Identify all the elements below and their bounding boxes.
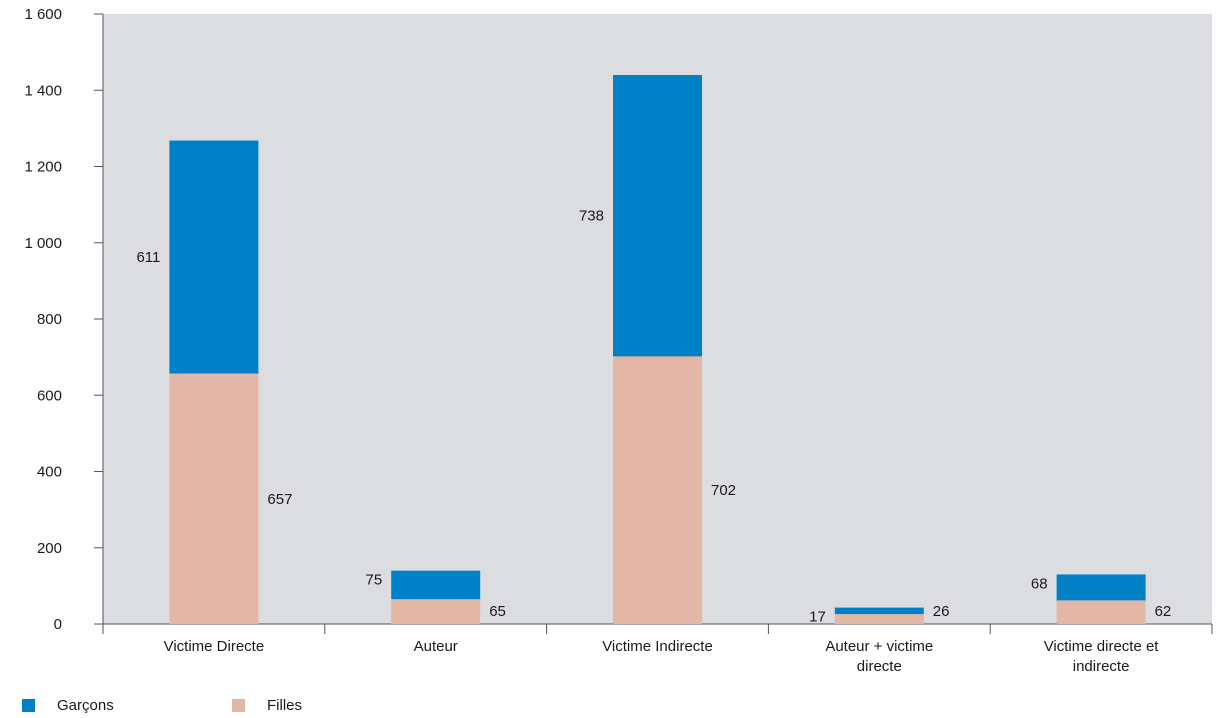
bar-garons xyxy=(1056,574,1146,601)
bar-filles xyxy=(834,614,924,624)
stacked-bar-chart: 0 200 400 600 800 1 000 1 200 1 400 1 600 657 611 V… xyxy=(24,6,1213,675)
legend-swatch-garcons xyxy=(22,699,35,712)
y-tick-label: 0 xyxy=(54,616,62,633)
y-tick-label: 800 xyxy=(37,311,62,328)
data-label: 68 xyxy=(1031,575,1048,592)
data-label: 657 xyxy=(267,491,292,508)
data-label: 75 xyxy=(366,572,383,589)
y-tick-label: 400 xyxy=(37,464,62,481)
legend-label-garcons: Garçons xyxy=(57,697,114,714)
x-category-label: Auteur + victime xyxy=(825,638,933,655)
data-label: 611 xyxy=(136,249,160,266)
y-tick-label: 1 600 xyxy=(24,6,62,23)
legend-label-filles: Filles xyxy=(267,697,303,714)
bar-garons xyxy=(834,607,924,615)
x-category-label: directe xyxy=(857,658,902,675)
bar-garons xyxy=(169,140,259,374)
y-tick-label: 600 xyxy=(37,387,62,404)
legend-swatch-filles xyxy=(232,699,245,712)
y-tick-label: 1 200 xyxy=(24,159,62,176)
legend-item-garcons: Garçons xyxy=(22,697,232,714)
x-category-label: indirecte xyxy=(1073,658,1130,675)
bar-filles xyxy=(613,356,702,624)
data-label: 62 xyxy=(1155,603,1172,620)
data-label: 702 xyxy=(711,482,736,499)
legend: Garçons Filles xyxy=(22,697,442,714)
data-label: 17 xyxy=(809,609,826,626)
data-label: 26 xyxy=(933,603,950,620)
data-label: 738 xyxy=(579,208,604,225)
x-category-label: Victime directe et xyxy=(1044,638,1160,655)
y-tick-label: 1 400 xyxy=(24,82,62,99)
bar-filles xyxy=(169,373,259,624)
y-tick-label: 1 000 xyxy=(24,235,62,252)
bar-garons xyxy=(391,570,481,600)
y-tick-label: 200 xyxy=(37,540,62,557)
data-label: 65 xyxy=(489,603,506,620)
bar-garons xyxy=(613,75,702,357)
bar-filles xyxy=(391,599,481,624)
bar-filles xyxy=(1056,600,1146,624)
legend-item-filles: Filles xyxy=(232,697,442,714)
x-category-label: Victime Indirecte xyxy=(602,638,713,655)
x-category-label: Auteur xyxy=(414,638,458,655)
x-category-label: Victime Directe xyxy=(164,638,265,655)
